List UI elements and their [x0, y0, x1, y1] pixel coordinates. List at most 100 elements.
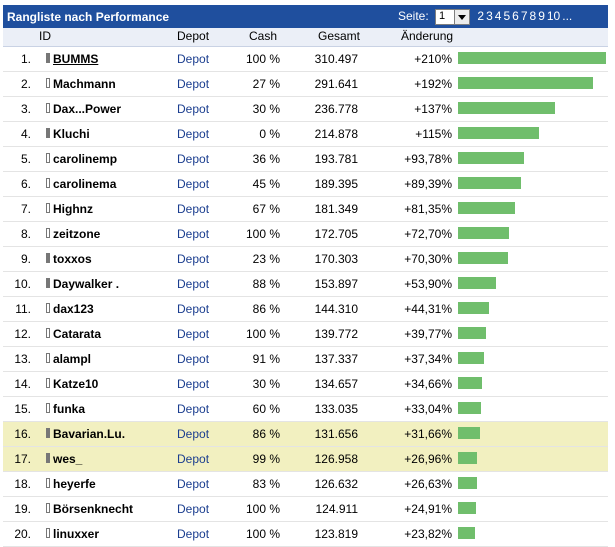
depot-link[interactable]: Depot — [177, 277, 210, 291]
cash-value: 86 % — [252, 302, 280, 316]
depot-link[interactable]: Depot — [177, 127, 210, 141]
col-header-id[interactable]: ID — [39, 29, 51, 43]
total-value: 193.781 — [314, 152, 358, 166]
page-link[interactable]: ... — [562, 9, 573, 23]
change-value: +137% — [414, 102, 452, 116]
user-status-icon — [46, 378, 50, 388]
user-name-link[interactable]: BUMMS — [53, 52, 98, 66]
user-status-icon — [46, 403, 50, 413]
table-row: 8. zeitzone Depot 100 % 172.705 +72,70% — [3, 222, 608, 247]
user-status-icon — [46, 453, 50, 463]
depot-link[interactable]: Depot — [177, 152, 210, 166]
user-name-link[interactable]: heyerfe — [53, 477, 96, 491]
page-link[interactable]: 9 — [538, 9, 545, 23]
depot-link[interactable]: Depot — [177, 327, 210, 341]
user-name-text: wes_ — [53, 452, 83, 466]
performance-bar — [458, 152, 524, 164]
page-link[interactable]: 10 — [546, 9, 561, 23]
depot-link[interactable]: Depot — [177, 52, 210, 66]
cash-value: 30 % — [252, 102, 280, 116]
user-name-link[interactable]: Börsenknecht — [53, 502, 133, 516]
depot-link[interactable]: Depot — [177, 202, 210, 216]
table-row: 11. dax123 Depot 86 % 144.310 +44,31% — [3, 297, 608, 322]
user-name-text: Machmann — [53, 77, 116, 91]
col-header-depot[interactable]: Depot — [177, 29, 210, 43]
user-name-link[interactable]: Bavarian.Lu. — [53, 427, 125, 441]
rank: 20. — [14, 527, 31, 541]
rank: 17. — [14, 452, 31, 466]
user-status-icon — [46, 353, 50, 363]
depot-link[interactable]: Depot — [177, 177, 210, 191]
user-name-link[interactable]: Kluchi — [53, 127, 90, 141]
page-link[interactable]: 5 — [503, 9, 511, 23]
col-header-gesamt[interactable]: Gesamt — [318, 29, 361, 43]
depot-link[interactable]: Depot — [177, 402, 210, 416]
total-value: 126.958 — [314, 452, 358, 466]
cash-value: 100 % — [245, 527, 280, 541]
user-name-link[interactable]: Katze10 — [53, 377, 98, 391]
user-name-link[interactable]: toxxos — [53, 252, 92, 266]
user-name-text: Kluchi — [53, 127, 90, 141]
depot-link[interactable]: Depot — [177, 452, 210, 466]
depot-link[interactable]: Depot — [177, 102, 210, 116]
cash-value: 100 % — [245, 327, 280, 341]
user-name-text: Bavarian.Lu. — [53, 427, 126, 441]
page-link[interactable]: 8 — [529, 9, 537, 23]
page-link[interactable]: 3 — [486, 9, 493, 23]
col-header-cash[interactable]: Cash — [249, 29, 278, 43]
depot-link[interactable]: Depot — [177, 527, 210, 541]
depot-link[interactable]: Depot — [177, 352, 210, 366]
total-value: 123.819 — [314, 527, 358, 541]
pager-label: Seite: — [398, 9, 429, 23]
cash-value: 83 % — [252, 477, 280, 491]
change-value: +72,70% — [404, 227, 452, 241]
cash-value: 27 % — [252, 77, 280, 91]
change-value: +44,31% — [404, 302, 452, 316]
change-value: +192% — [414, 77, 452, 91]
page-link[interactable]: 7 — [520, 9, 528, 23]
user-name-link[interactable]: funka — [53, 402, 85, 416]
depot-link[interactable]: Depot — [177, 427, 210, 441]
user-name-link[interactable]: carolinema — [53, 177, 116, 191]
page-link[interactable]: 2 — [477, 9, 485, 23]
page-select[interactable]: 1 — [435, 9, 471, 25]
rank: 12. — [14, 327, 31, 341]
chevron-down-icon[interactable] — [454, 10, 470, 24]
user-name-link[interactable]: Machmann — [53, 77, 116, 91]
user-name-link[interactable]: wes_ — [53, 452, 82, 466]
user-name-link[interactable]: alampl — [53, 352, 91, 366]
rank: 11. — [15, 302, 31, 316]
col-header-aenderung[interactable]: Änderung — [401, 29, 454, 43]
user-status-icon — [46, 328, 50, 338]
user-name-link[interactable]: dax123 — [53, 302, 94, 316]
user-name-link[interactable]: carolinemp — [53, 152, 117, 166]
user-status-icon — [46, 253, 50, 263]
change-value: +31,66% — [404, 427, 452, 441]
depot-link[interactable]: Depot — [177, 477, 210, 491]
user-name-link[interactable]: linuxxer — [53, 527, 99, 541]
page-link[interactable]: 4 — [494, 9, 502, 23]
total-value: 214.878 — [314, 127, 358, 141]
rank: 10. — [14, 277, 31, 291]
rank: 3. — [20, 102, 31, 116]
user-name-link[interactable]: zeitzone — [53, 227, 100, 241]
user-name-link[interactable]: Catarata — [53, 327, 101, 341]
depot-link[interactable]: Depot — [177, 227, 210, 241]
performance-bar — [458, 427, 480, 439]
rank: 18. — [14, 477, 31, 491]
user-name-link[interactable]: Daywalker . — [53, 277, 119, 291]
depot-link[interactable]: Depot — [177, 77, 210, 91]
total-value: 133.035 — [314, 402, 358, 416]
depot-link[interactable]: Depot — [177, 377, 210, 391]
depot-link[interactable]: Depot — [177, 252, 210, 266]
performance-bar — [458, 302, 489, 314]
user-name-link[interactable]: Highnz — [53, 202, 93, 216]
page-link[interactable]: 6 — [512, 9, 519, 23]
user-name-link[interactable]: Dax...Power — [53, 102, 121, 116]
table-row: 13. alampl Depot 91 % 137.337 +37,34% — [3, 347, 608, 372]
performance-bar — [458, 402, 481, 414]
depot-link[interactable]: Depot — [177, 302, 210, 316]
performance-bar — [458, 502, 476, 514]
depot-link[interactable]: Depot — [177, 502, 210, 516]
